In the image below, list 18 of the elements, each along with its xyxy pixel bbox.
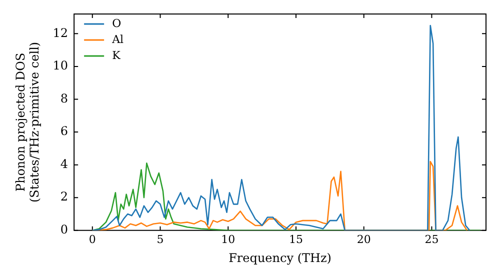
legend-label: O <box>112 16 122 30</box>
x-axis-title: Frequency (THz) <box>228 250 332 265</box>
x-tick-label: 25 <box>424 232 439 246</box>
y-tick-label: 10 <box>52 58 68 73</box>
y-axis-title: Phonon projected DOS (States/THz·primitive cell) <box>13 42 42 203</box>
y-tick-label: 12 <box>52 26 68 40</box>
x-tick-label: 20 <box>356 232 371 246</box>
x-tick-label: 0 <box>88 232 96 246</box>
y-tick-label: 2 <box>60 190 68 204</box>
legend-label: K <box>112 48 122 62</box>
x-tick-label: 5 <box>156 232 164 246</box>
x-tick-label: 15 <box>288 232 303 246</box>
y-tick-label: 8 <box>60 91 68 106</box>
y-tick-label: 6 <box>60 124 68 138</box>
legend-label: Al <box>111 32 124 46</box>
y-tick-label: 0 <box>60 222 68 237</box>
x-tick-label: 10 <box>221 232 236 246</box>
y-tick-label: 4 <box>60 156 68 171</box>
